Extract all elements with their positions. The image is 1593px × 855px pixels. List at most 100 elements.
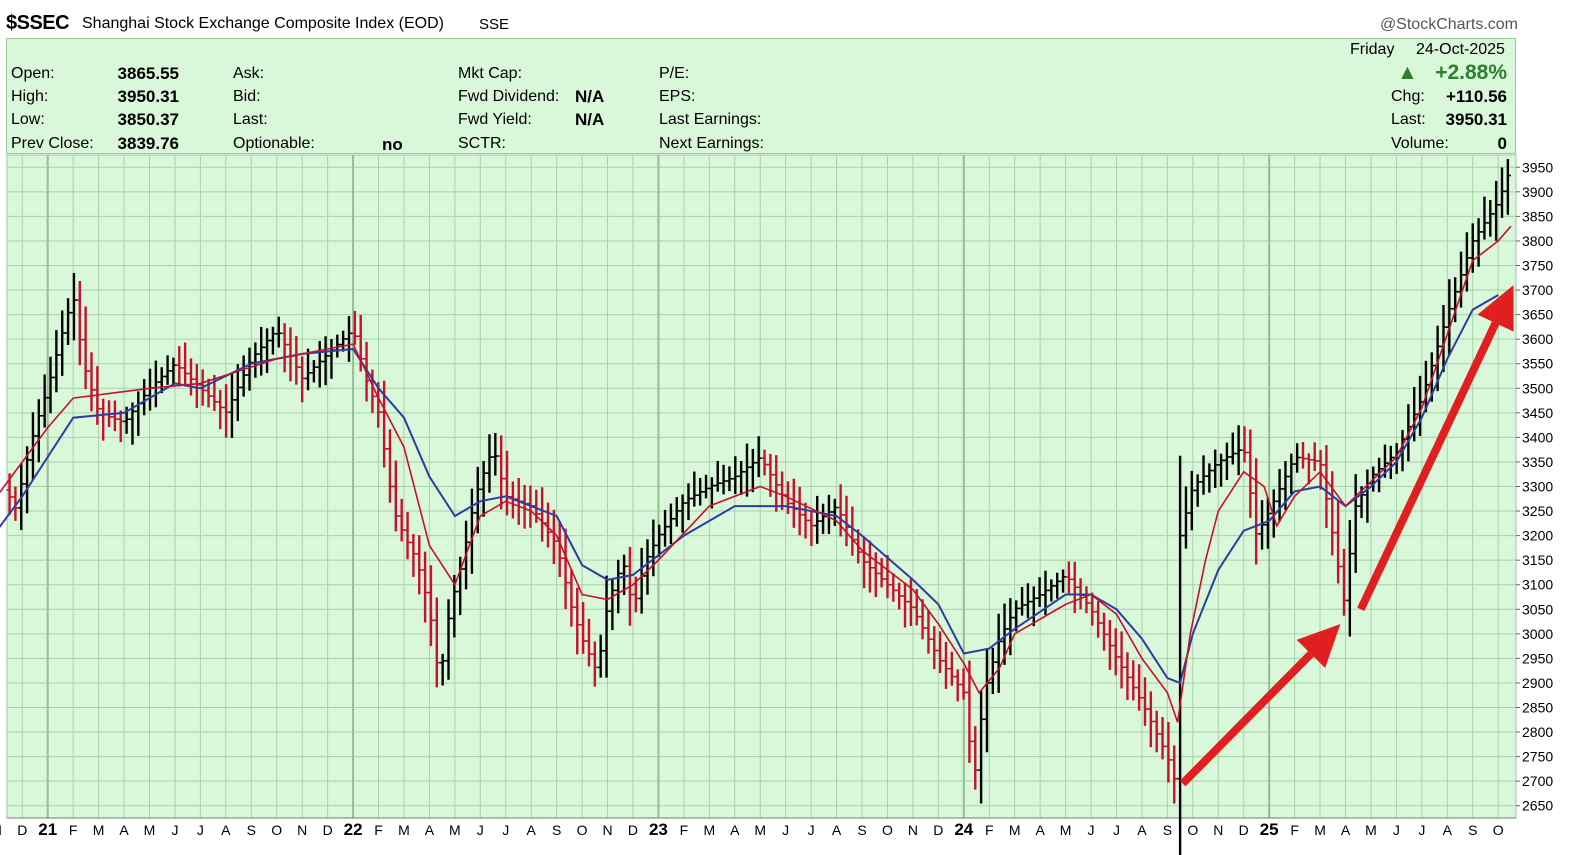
- y-tick-label: 3700: [1522, 282, 1553, 298]
- x-tick-label: O: [271, 822, 282, 838]
- last-label: Last:: [233, 111, 268, 128]
- x-tick-label: A: [221, 822, 231, 838]
- high-value: 3950.31: [117, 87, 179, 106]
- x-tick-label: A: [1443, 822, 1453, 838]
- sctr-label: SCTR:: [458, 135, 506, 152]
- brand-watermark[interactable]: @StockCharts.com: [1379, 16, 1518, 33]
- x-tick-label: D: [17, 822, 27, 838]
- x-tick-label: 22: [344, 820, 363, 839]
- x-tick-label: N: [1213, 822, 1223, 838]
- x-tick-label: M: [754, 822, 766, 838]
- x-tick-label: J: [1393, 822, 1400, 838]
- y-tick-label: 3450: [1522, 405, 1553, 421]
- x-tick-label: M: [1314, 822, 1326, 838]
- y-tick-label: 3850: [1522, 208, 1553, 224]
- pct-change: +2.88%: [1435, 61, 1507, 84]
- y-tick-label: 3050: [1522, 601, 1553, 617]
- x-tick-label: A: [1035, 822, 1045, 838]
- x-tick-label: 21: [38, 820, 57, 839]
- y-tick-label: 3300: [1522, 479, 1553, 495]
- y-tick-label: 3400: [1522, 429, 1553, 445]
- x-tick-label: 25: [1260, 820, 1279, 839]
- volume-label: Volume:: [1391, 135, 1449, 152]
- y-tick-label: 2950: [1522, 650, 1553, 666]
- bid-label: Bid:: [233, 88, 261, 105]
- x-tick-label: A: [832, 822, 842, 838]
- optionable-label: Optionable:: [233, 135, 315, 152]
- x-tick-label: D: [323, 822, 333, 838]
- x-tick-label: M: [1009, 822, 1021, 838]
- next-earnings-label: Next Earnings:: [659, 135, 764, 152]
- x-tick-label: M: [449, 822, 461, 838]
- prev-close-label: Prev Close:: [11, 135, 94, 152]
- x-tick-label: J: [1088, 822, 1095, 838]
- quote-panel: Open: 3865.55 High: 3950.31 Low: 3850.37…: [6, 38, 1516, 154]
- x-tick-label: O: [882, 822, 893, 838]
- x-tick-label: J: [171, 822, 178, 838]
- y-tick-label: 2900: [1522, 675, 1553, 691]
- open-label: Open:: [11, 65, 55, 82]
- day-of-week: Friday: [1350, 41, 1395, 58]
- x-tick-label: S: [247, 822, 256, 838]
- trend-arrow-head: [1296, 624, 1341, 668]
- x-tick-label: N: [602, 822, 612, 838]
- x-tick-label: S: [1468, 822, 1477, 838]
- y-tick-label: 3650: [1522, 307, 1553, 323]
- y-tick-label: 3100: [1522, 577, 1553, 593]
- x-tick-label: D: [628, 822, 638, 838]
- x-tick-label: O: [1493, 822, 1504, 838]
- y-tick-label: 2700: [1522, 773, 1553, 789]
- fwd-dividend-label: Fwd Dividend:: [458, 88, 560, 105]
- chart-header: $SSEC Shanghai Stock Exchange Composite …: [6, 8, 1518, 36]
- y-tick-label: 3250: [1522, 503, 1553, 519]
- x-tick-label: J: [197, 822, 204, 838]
- fwd-yield-label: Fwd Yield:: [458, 111, 532, 128]
- x-tick-label: S: [1163, 822, 1172, 838]
- y-tick-label: 3600: [1522, 331, 1553, 347]
- low-label: Low:: [11, 111, 45, 128]
- x-tick-label: D: [1239, 822, 1249, 838]
- y-tick-label: 3550: [1522, 356, 1553, 372]
- eps-label: EPS:: [659, 88, 696, 105]
- low-value: 3850.37: [117, 110, 179, 129]
- x-tick-label: M: [398, 822, 410, 838]
- x-tick-label: M: [703, 822, 715, 838]
- x-tick-label: A: [730, 822, 740, 838]
- x-tick-label: 24: [954, 820, 973, 839]
- up-triangle-icon: ▲: [1397, 61, 1418, 84]
- y-tick-label: 3750: [1522, 258, 1553, 274]
- x-tick-label: A: [425, 822, 435, 838]
- fwd-dividend-value: N/A: [575, 87, 605, 106]
- x-tick-label: J: [477, 822, 484, 838]
- trend-arrow-head: [1477, 285, 1514, 332]
- last-price-value: 3950.31: [1445, 110, 1507, 129]
- symbol: $SSEC: [6, 12, 70, 34]
- security-name: Shanghai Stock Exchange Composite Index …: [82, 15, 444, 32]
- x-tick-label: J: [1113, 822, 1120, 838]
- x-tick-label: F: [374, 822, 383, 838]
- x-tick-label: N: [297, 822, 307, 838]
- x-tick-label: A: [527, 822, 537, 838]
- y-tick-label: 2750: [1522, 749, 1553, 765]
- x-tick-label: A: [1341, 822, 1351, 838]
- x-tick-label: M: [93, 822, 105, 838]
- x-tick-label: J: [808, 822, 815, 838]
- x-tick-label: F: [69, 822, 78, 838]
- x-tick-label: F: [680, 822, 689, 838]
- y-tick-label: 2800: [1522, 724, 1553, 740]
- last-earnings-label: Last Earnings:: [659, 111, 762, 128]
- x-tick-label: S: [857, 822, 866, 838]
- x-tick-label: N: [908, 822, 918, 838]
- x-tick-label: O: [1187, 822, 1198, 838]
- volume-value: 0: [1497, 134, 1507, 153]
- fast-moving-average-line: [0, 225, 1512, 723]
- x-tick-label: J: [1418, 822, 1425, 838]
- x-tick-label: D: [933, 822, 943, 838]
- x-tick-label: O: [577, 822, 588, 838]
- trend-arrow-shaft: [1179, 651, 1314, 787]
- x-tick-label: M: [1365, 822, 1377, 838]
- x-tick-label: F: [985, 822, 994, 838]
- x-tick-label: 23: [649, 820, 668, 839]
- pe-label: P/E:: [659, 65, 690, 82]
